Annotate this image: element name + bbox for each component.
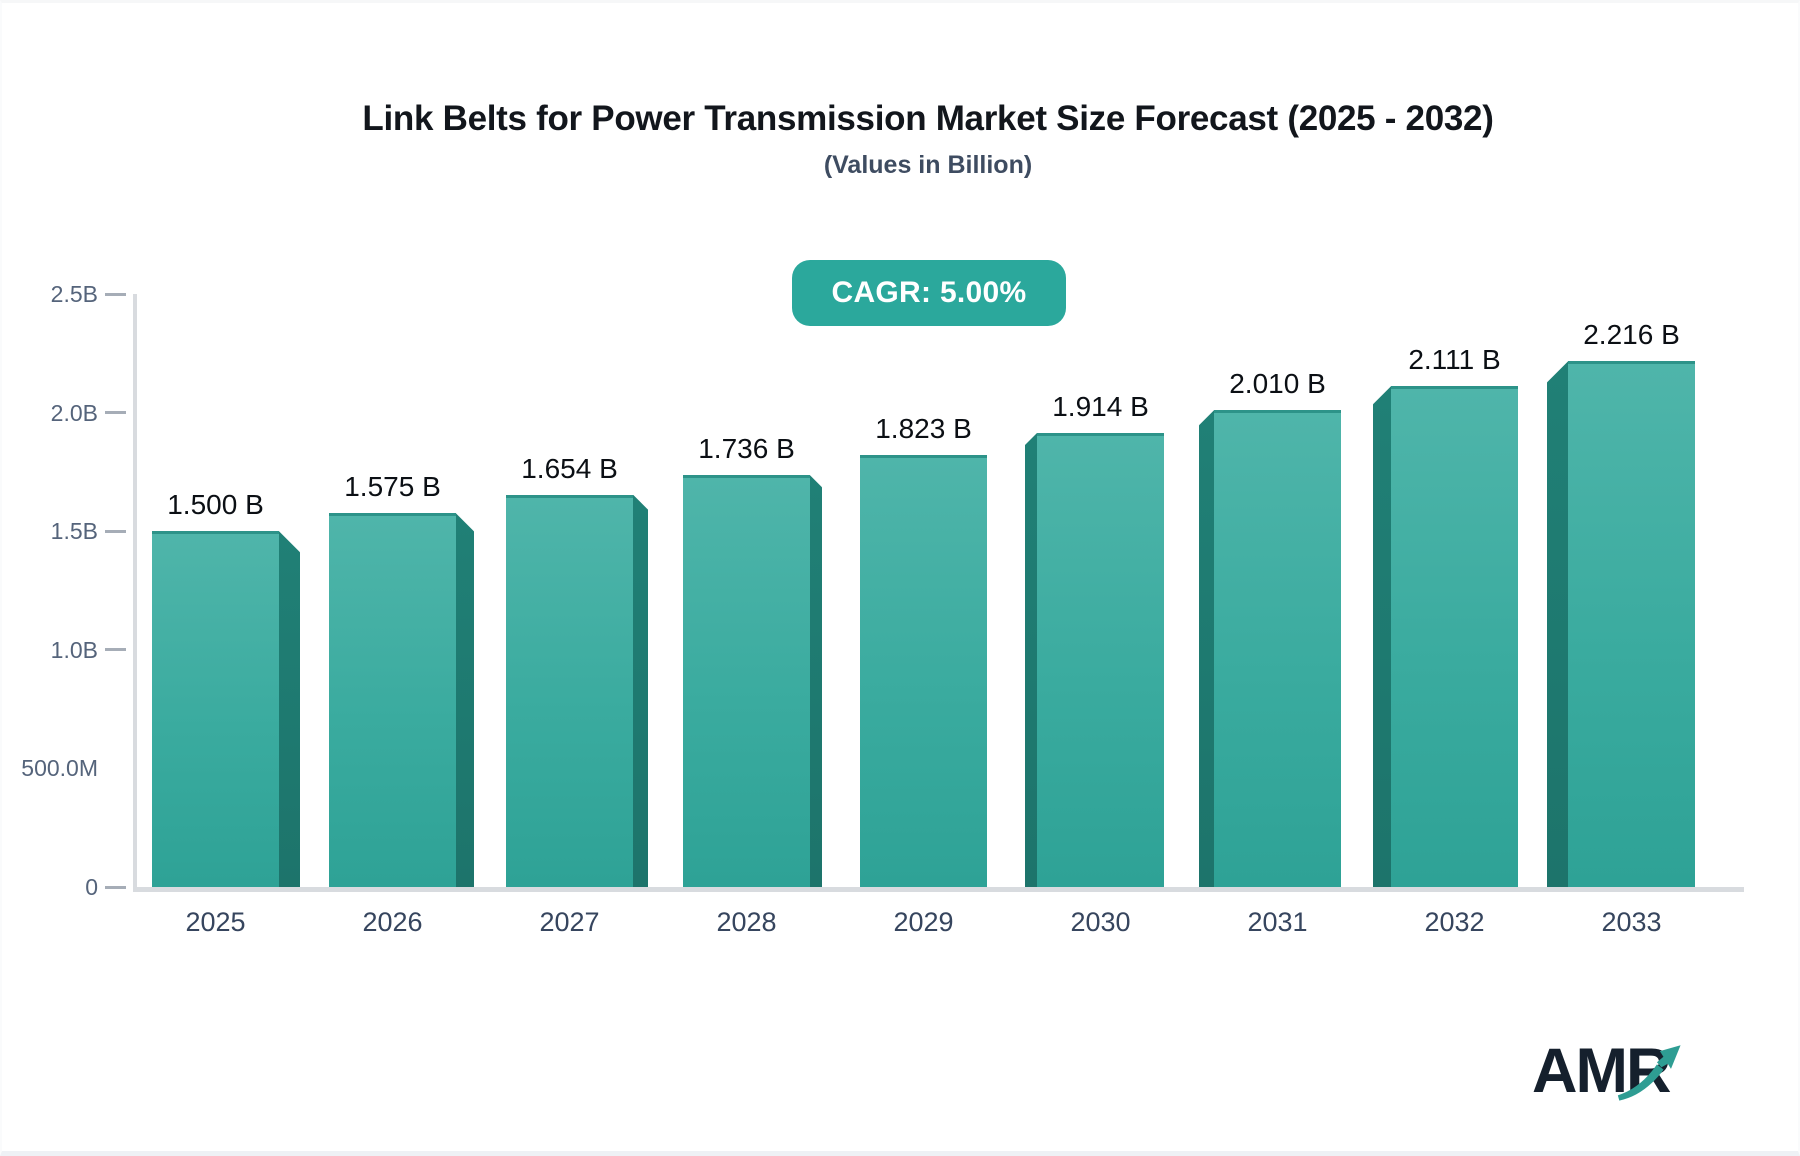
x-tick-label: 2025 [185,907,246,937]
bar-2025[interactable] [152,531,279,887]
amr-arrow-icon [1617,1045,1681,1101]
x-tick-label: 2031 [1247,907,1308,937]
bar-side-2025 [279,531,300,887]
bar-value-label: 2.111 B [1408,344,1501,376]
y-tick-label: 0 [85,874,98,900]
bar-side-2027 [633,494,648,887]
x-tick-label: 2033 [1601,907,1662,937]
bar-2032[interactable] [1391,386,1518,887]
amr-logo: AMR [1532,1035,1717,1110]
bar-2028[interactable] [683,475,810,887]
y-tick-label: 500.0M [21,755,98,782]
bar-side-2032 [1373,386,1391,887]
bar-value-label: 1.736 B [698,433,795,465]
bar-value-label: 1.914 B [1052,390,1149,422]
bar-2026[interactable] [329,513,456,887]
y-tick-label: 2.0B [50,399,98,426]
bar-value-label: 1.823 B [875,412,972,444]
bar-side-2031 [1199,410,1214,887]
bar-2029[interactable] [860,454,987,887]
x-tick-label: 2029 [893,907,954,937]
x-tick-label: 2026 [362,907,423,937]
bar-side-2028 [810,475,822,887]
bar-value-label: 2.216 B [1583,319,1680,351]
x-tick-label: 2032 [1424,907,1485,937]
bar-side-2030 [1025,432,1037,887]
bar-value-label: 1.575 B [344,471,441,503]
y-tick-dash [105,648,126,652]
bar-2031[interactable] [1214,410,1341,887]
y-tick-dash [105,885,126,889]
bar-2027[interactable] [506,494,633,887]
bar-value-label: 2.010 B [1229,368,1326,400]
y-tick-label: 1.5B [50,518,98,545]
cagr-badge: CAGR: 5.00% [792,260,1066,326]
bar-2033[interactable] [1568,361,1695,887]
bar-value-label: 1.654 B [521,452,618,484]
page-title: Link Belts for Power Transmission Market… [362,99,1494,138]
bar-value-label: 1.500 B [167,489,264,521]
y-tick-dash [105,292,126,296]
x-axis-line [133,887,1744,892]
bar-2030[interactable] [1037,432,1164,887]
y-tick-dash [105,529,126,533]
y-tick-label: 1.0B [50,636,98,663]
bar-side-2033 [1547,361,1568,887]
x-tick-label: 2028 [716,907,777,937]
y-tick-dash [105,411,126,415]
x-tick-label: 2030 [1070,907,1131,937]
x-tick-label: 2027 [539,907,600,937]
y-axis-line [133,294,137,887]
y-tick-label: 2.5B [50,281,98,307]
bar-side-2026 [456,513,474,887]
page-subtitle: (Values in Billion) [823,151,1033,179]
amr-logo-text: AMR [1532,1036,1671,1106]
